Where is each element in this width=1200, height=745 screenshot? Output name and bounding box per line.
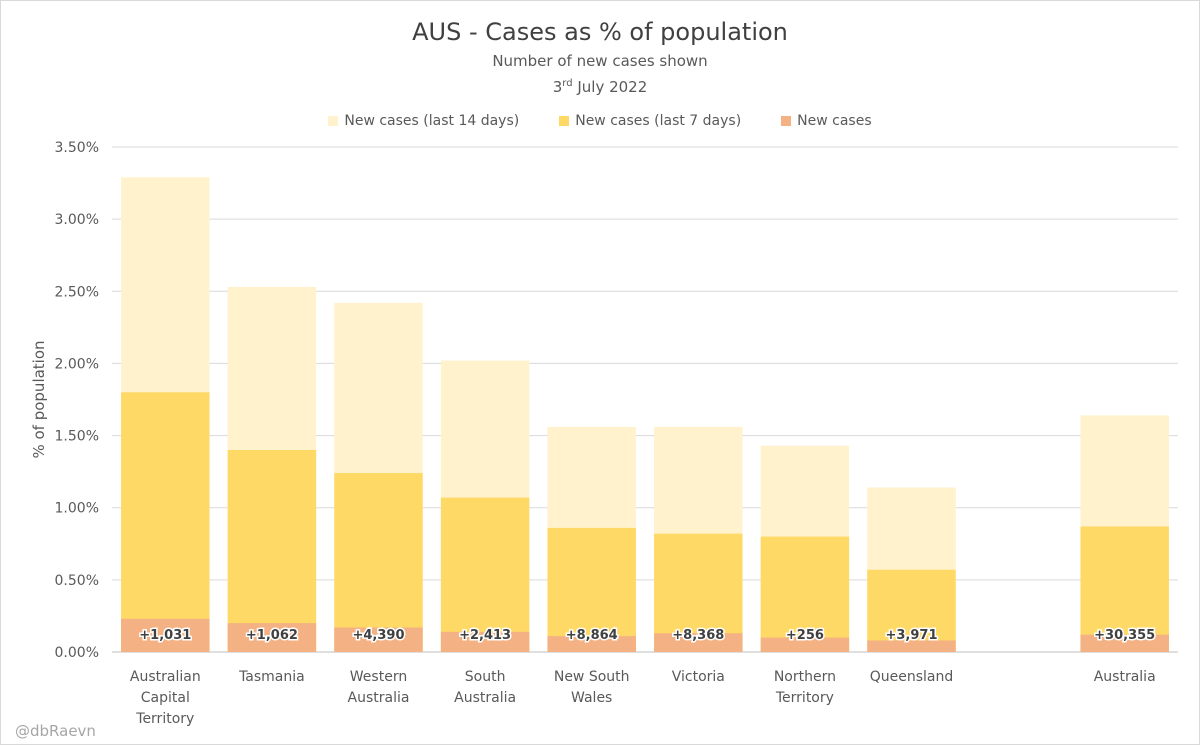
bar-7-days [227,450,317,652]
date-suffix: rd [562,78,573,89]
data-label: +256 [786,628,824,643]
y-tick-label: 1.00% [55,501,99,517]
legend-item-14-days: New cases (last 14 days) [328,113,519,129]
bar-new-cases [121,618,210,652]
bar-7-days [760,536,850,652]
y-tick-label: 2.00% [55,356,99,372]
bar-new-cases [760,637,850,652]
x-tick-label: Victoria [672,669,725,685]
data-label: +2,413 [459,628,511,643]
legend-swatch-14-days [328,116,339,126]
y-tick-label: 2.50% [55,284,99,300]
bar-7-days [654,533,743,652]
y-tick-label: 1.50% [55,429,99,445]
bar-7-days [334,473,423,652]
bar-7-days [440,497,530,652]
x-tick-label: New South [554,669,630,685]
legend-label-new-cases: New cases [797,113,872,129]
chart-subtitle: Number of new cases shown [492,52,708,70]
chart-title: AUS - Cases as % of population [412,18,788,46]
bar-7-days [547,527,636,652]
bar-new-cases [1080,634,1169,652]
x-tick-label: South [465,669,506,685]
legend: New cases (last 14 days) New cases (last… [0,113,1200,129]
x-tick-label: Australia [1094,669,1156,685]
bar-7-days [867,569,956,652]
bar-new-cases [334,627,423,652]
bar-new-cases [547,636,636,652]
data-label: +8,368 [672,628,724,643]
x-tick-label: Australian [130,669,201,685]
x-tick-label: Tasmania [238,669,305,685]
bar-new-cases [440,631,530,652]
x-tick-label: Territory [135,711,194,727]
legend-item-new-cases: New cases [781,113,872,129]
data-label: +8,864 [566,628,618,643]
data-label: +1,031 [139,628,191,643]
x-tick-label: Western [350,669,407,685]
data-label: +3,971 [885,628,937,643]
x-tick-label: Wales [571,690,612,706]
legend-label-7-days: New cases (last 7 days) [575,113,742,129]
bar-7-days [1080,526,1169,652]
data-label: +30,355 [1094,628,1155,643]
bar-new-cases [654,633,743,652]
legend-item-7-days: New cases (last 7 days) [559,113,741,129]
y-tick-label: 0.50% [55,573,99,589]
legend-swatch-new-cases [781,116,792,126]
legend-label-14-days: New cases (last 14 days) [344,113,520,129]
x-tick-label: Australia [454,690,516,706]
y-tick-label: 3.50% [55,140,99,156]
y-tick-label: 0.00% [55,645,99,661]
bar-7-days [121,392,210,652]
x-tick-label: Australia [348,690,410,706]
y-tick-label: 3.00% [55,212,99,228]
legend-swatch-7-days [559,116,570,126]
date-rest: July 2022 [577,78,648,96]
data-label: +4,390 [352,628,404,643]
x-tick-label: Capital [141,690,190,706]
credit-handle: @dbRaevn [15,722,96,740]
x-tick-label: Territory [775,690,834,706]
x-tick-label: Queensland [870,669,954,685]
chart-date: 3rd July 2022 [0,78,1200,96]
date-day: 3 [552,78,563,96]
data-label: +1,062 [246,628,298,643]
y-axis-title: % of population [30,340,48,458]
x-tick-label: Northern [774,669,836,685]
bar-new-cases [227,623,317,652]
bar-new-cases [867,640,956,652]
